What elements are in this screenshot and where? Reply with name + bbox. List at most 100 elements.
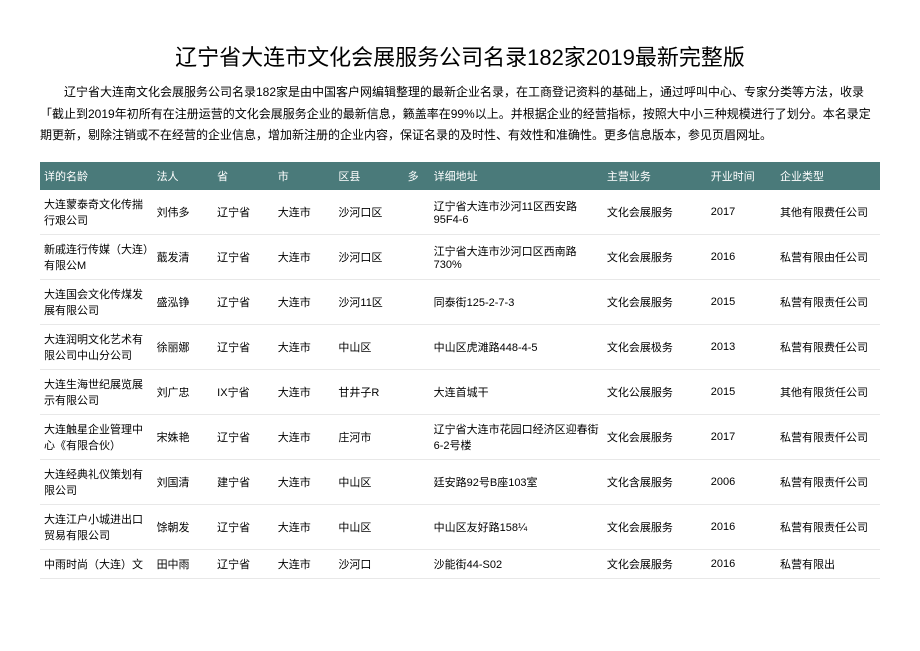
table-row: 新戚连行传媒（大连）有限公M蕺发清辽宁省大连市沙河口区江宁省大连市沙河口区西南路… [40,234,880,279]
cell-more [404,504,430,549]
header-business: 主营业务 [603,162,707,190]
cell-name: 大连生海世纪展览展示有限公司 [40,369,153,414]
cell-province: 辽宁省 [213,324,274,369]
cell-more [404,190,430,235]
cell-name: 大连润明文化艺术有限公司中山分公司 [40,324,153,369]
cell-name: 大连江户小城进出口贸易有限公司 [40,504,153,549]
cell-province: 辽宁省 [213,234,274,279]
cell-name: 大连蒙泰奇文化传揣行艰公司 [40,190,153,235]
cell-address: 同泰街125-2-7-3 [430,279,603,324]
cell-address: 大连首城干 [430,369,603,414]
company-table: 详的名龄 法人 省 市 区县 多 详细地址 主营业务 开业时间 企业类型 大连蒙… [40,162,880,579]
cell-type: 其他有限费任公司 [776,190,880,235]
header-person: 法人 [153,162,214,190]
cell-more [404,279,430,324]
cell-person: 盛泓铮 [153,279,214,324]
cell-province: IX宁省 [213,369,274,414]
table-header-row: 详的名龄 法人 省 市 区县 多 详细地址 主营业务 开业时间 企业类型 [40,162,880,190]
cell-district: 沙河口 [334,549,403,578]
cell-type: 私营有限责仟公司 [776,459,880,504]
cell-city: 大连市 [274,279,335,324]
cell-name: 中雨时尚（大连）文 [40,549,153,578]
cell-business: 文化会展服务 [603,190,707,235]
cell-type: 私营有限责任公司 [776,279,880,324]
cell-city: 大连市 [274,190,335,235]
cell-person: 馀朝发 [153,504,214,549]
cell-province: 建宁省 [213,459,274,504]
cell-business: 文化会展服务 [603,504,707,549]
header-type: 企业类型 [776,162,880,190]
cell-type: 其他有限货任公司 [776,369,880,414]
cell-more [404,549,430,578]
cell-address: 中山区友好路158¼ [430,504,603,549]
cell-time: 2016 [707,234,776,279]
cell-time: 2017 [707,414,776,459]
cell-province: 辽宁省 [213,279,274,324]
cell-address: 江宁省大连市沙河口区西南路730% [430,234,603,279]
cell-district: 沙河口区 [334,234,403,279]
cell-person: 蕺发清 [153,234,214,279]
cell-province: 辽宁省 [213,549,274,578]
cell-address: 中山区虎滩路448-4-5 [430,324,603,369]
cell-person: 宋姝艳 [153,414,214,459]
document-title: 辽宁省大连市文化会展服务公司名录182家2019最新完整版 [40,40,880,72]
cell-time: 2015 [707,279,776,324]
cell-person: 刘伟多 [153,190,214,235]
cell-business: 文化含展服务 [603,459,707,504]
header-time: 开业时间 [707,162,776,190]
cell-type: 私营有限责仟公司 [776,414,880,459]
table-row: 大连润明文化艺术有限公司中山分公司徐丽娜辽宁省大连市中山区中山区虎滩路448-4… [40,324,880,369]
cell-more [404,234,430,279]
cell-type: 私营有限由任公司 [776,234,880,279]
cell-city: 大连市 [274,369,335,414]
cell-name: 大连国会文化传煤发展有限公司 [40,279,153,324]
cell-name: 大连经典礼仪策划有限公司 [40,459,153,504]
table-row: 大连触星企业管理中心《有限合伙）宋姝艳辽宁省大连市庄河市辽宁省大连市花园口经济区… [40,414,880,459]
cell-district: 中山区 [334,504,403,549]
table-body: 大连蒙泰奇文化传揣行艰公司刘伟多辽宁省大连市沙河口区辽宁省大连市沙河11区西安路… [40,190,880,579]
cell-city: 大连市 [274,549,335,578]
cell-more [404,414,430,459]
cell-more [404,459,430,504]
header-province: 省 [213,162,274,190]
cell-time: 2013 [707,324,776,369]
cell-person: 田中雨 [153,549,214,578]
cell-more [404,369,430,414]
cell-province: 辽宁省 [213,504,274,549]
cell-type: 私营有限费任公司 [776,324,880,369]
cell-district: 沙河口区 [334,190,403,235]
cell-province: 辽宁省 [213,190,274,235]
header-more: 多 [404,162,430,190]
cell-time: 2017 [707,190,776,235]
table-row: 中雨时尚（大连）文田中雨辽宁省大连市沙河口沙能街44-S02文化会展服务2016… [40,549,880,578]
cell-district: 甘井子R [334,369,403,414]
cell-time: 2006 [707,459,776,504]
cell-business: 文化会展服务 [603,234,707,279]
header-name: 详的名龄 [40,162,153,190]
cell-person: 徐丽娜 [153,324,214,369]
cell-district: 沙河11区 [334,279,403,324]
header-district: 区县 [334,162,403,190]
cell-district: 中山区 [334,459,403,504]
cell-name: 新戚连行传媒（大连）有限公M [40,234,153,279]
cell-business: 文化会展极务 [603,324,707,369]
cell-type: 私营有限出 [776,549,880,578]
table-row: 大连江户小城进出口贸易有限公司馀朝发辽宁省大连市中山区中山区友好路158¼文化会… [40,504,880,549]
cell-city: 大连市 [274,414,335,459]
header-city: 市 [274,162,335,190]
cell-person: 刘国清 [153,459,214,504]
table-row: 大连生海世纪展览展示有限公司刘广忠IX宁省大连市甘井子R大连首城干文化公展服务2… [40,369,880,414]
cell-address: 辽宁省大连市花园口经济区迎春街6-2号楼 [430,414,603,459]
cell-name: 大连触星企业管理中心《有限合伙） [40,414,153,459]
cell-city: 大连市 [274,234,335,279]
cell-business: 文化会展服务 [603,414,707,459]
header-address: 详细地址 [430,162,603,190]
cell-province: 辽宁省 [213,414,274,459]
cell-time: 2016 [707,549,776,578]
cell-city: 大连市 [274,459,335,504]
cell-type: 私营有限责任公司 [776,504,880,549]
cell-time: 2015 [707,369,776,414]
cell-business: 文化会展服务 [603,279,707,324]
cell-city: 大连市 [274,324,335,369]
document-description: 辽宁省大连南文化会展服务公司名录182家是由中国客户网编辑整理的最新企业名录，在… [40,82,880,147]
